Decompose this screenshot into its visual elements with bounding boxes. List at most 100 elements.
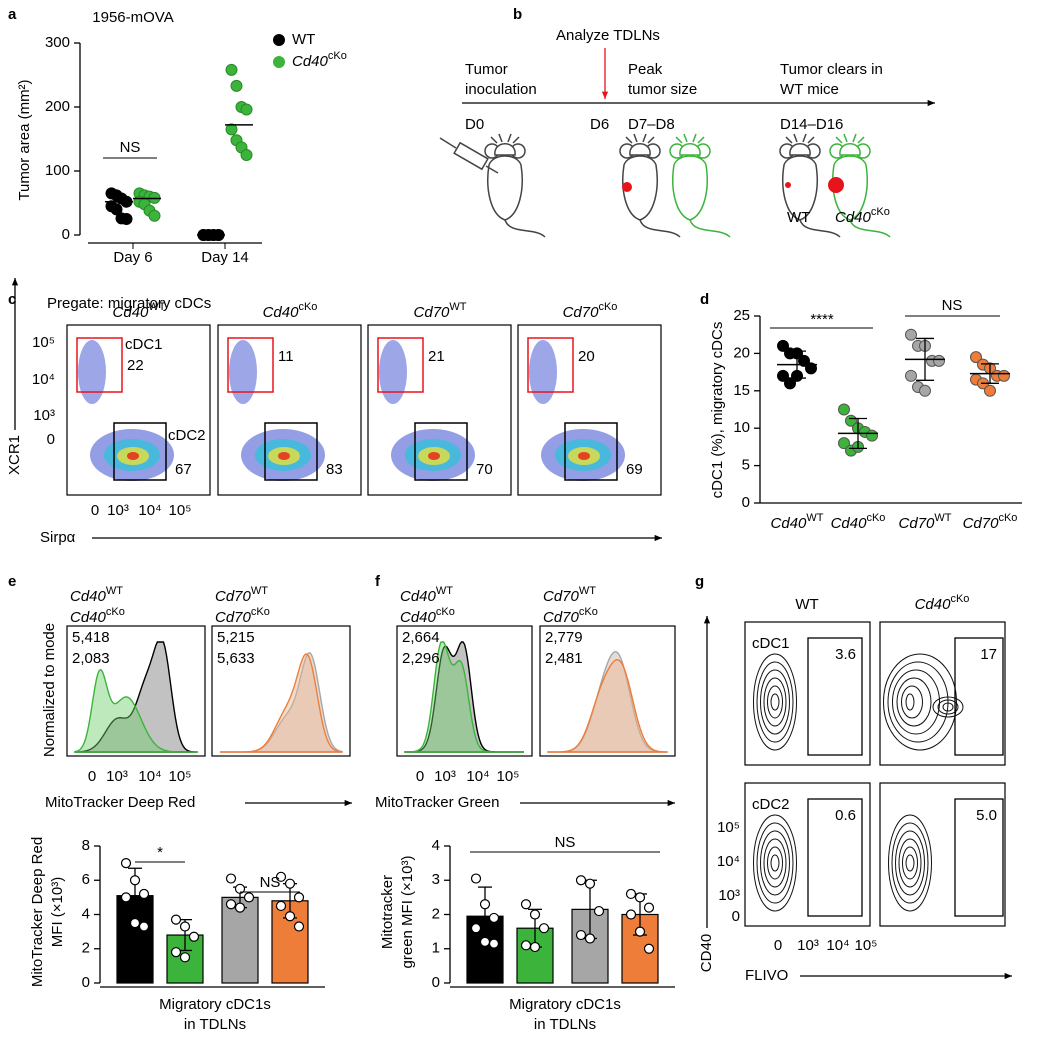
plot-title-gene: Cd40 bbox=[263, 304, 300, 321]
data-point bbox=[643, 943, 655, 954]
y-tick-label: 4 bbox=[82, 905, 90, 922]
data-point bbox=[179, 952, 191, 963]
panel-letter: g bbox=[695, 573, 704, 590]
y-tick-label: 10³ bbox=[718, 887, 740, 904]
gate-value: 69 bbox=[626, 461, 643, 478]
y-tick-label: 2 bbox=[432, 905, 440, 922]
timeline-event: Tumor clears in bbox=[780, 61, 883, 78]
density-blob bbox=[229, 340, 257, 404]
x-axis-label: Migratory cDC1s bbox=[159, 996, 271, 1013]
density-blob bbox=[529, 340, 557, 404]
x-axis-label: in TDLNs bbox=[184, 1016, 246, 1033]
legend-label: Cd40WT bbox=[400, 585, 453, 605]
data-point bbox=[293, 892, 305, 903]
data-point bbox=[275, 871, 287, 882]
x-tick-label: 0 bbox=[88, 768, 96, 785]
x-tick-label: Day 14 bbox=[201, 249, 249, 266]
legend-label-sup: WT bbox=[579, 585, 596, 597]
column-title: Cd40cKo bbox=[915, 593, 970, 613]
panel-letter: c bbox=[8, 291, 16, 308]
data-point bbox=[240, 103, 253, 116]
gate-value: 20 bbox=[578, 348, 595, 365]
plot-title-sup: cKo bbox=[298, 301, 317, 313]
data-point bbox=[243, 892, 255, 903]
legend-label: Cd40WT bbox=[70, 585, 123, 605]
x-tick-label: 10⁴ bbox=[826, 937, 849, 954]
data-point bbox=[575, 875, 587, 886]
x-tick-label-sup: WT bbox=[806, 512, 823, 524]
data-point bbox=[230, 79, 243, 92]
data-point bbox=[234, 883, 246, 894]
legend-label-sup: WT bbox=[106, 585, 123, 597]
y-tick-label: 6 bbox=[82, 871, 90, 888]
timeline-legend-sup: cKo bbox=[871, 206, 890, 218]
x-tick-label: 10⁴ bbox=[138, 768, 161, 785]
x-tick-label: 10⁵ bbox=[497, 768, 520, 785]
contour bbox=[905, 693, 915, 711]
x-axis-label: Migratory cDC1s bbox=[509, 996, 621, 1013]
arrow-head bbox=[1004, 972, 1012, 980]
arrow-head bbox=[703, 616, 711, 624]
contour bbox=[895, 830, 925, 896]
contour bbox=[902, 846, 918, 880]
arrow-head bbox=[11, 278, 19, 286]
data-point bbox=[970, 351, 982, 364]
contour bbox=[887, 661, 949, 743]
x-tick-label: 10⁵ bbox=[855, 937, 878, 954]
data-point bbox=[470, 873, 482, 884]
plot-frame bbox=[539, 625, 676, 757]
y-tick-label: 10⁴ bbox=[717, 853, 740, 870]
data-point bbox=[120, 892, 132, 903]
data-point bbox=[120, 213, 133, 225]
gate bbox=[113, 422, 167, 481]
timeline-legend-gene: Cd40 bbox=[835, 209, 872, 226]
plot-title-sup: cKo bbox=[598, 301, 617, 313]
y-tick-label: 10⁴ bbox=[32, 371, 55, 388]
data-point bbox=[625, 909, 637, 920]
density-blob bbox=[78, 340, 106, 404]
data-point bbox=[225, 873, 237, 884]
data-point bbox=[575, 929, 587, 941]
arrow-head bbox=[654, 534, 662, 542]
y-tick-label: 10⁵ bbox=[717, 819, 740, 836]
y-tick-label: 2 bbox=[82, 940, 90, 957]
legend-label-gene: Cd40 bbox=[292, 53, 329, 70]
legend-label-gene: Cd70 bbox=[215, 588, 252, 605]
data-point bbox=[866, 429, 878, 442]
legend-marker bbox=[273, 56, 285, 68]
data-point bbox=[284, 911, 296, 922]
y-tick-label: 300 bbox=[45, 34, 70, 51]
y-tick-label: 0 bbox=[742, 494, 750, 511]
y-tick-label: 0 bbox=[82, 974, 90, 991]
plot-frame bbox=[396, 625, 533, 757]
y-axis-label: CD40 bbox=[698, 934, 715, 972]
x-tick-label: 0 bbox=[91, 502, 99, 519]
plot-frame bbox=[66, 625, 206, 757]
x-tick-label: 10³ bbox=[434, 768, 456, 785]
y-tick-label: 10 bbox=[733, 419, 750, 436]
data-point bbox=[188, 931, 200, 942]
x-tick-label: 10³ bbox=[797, 937, 819, 954]
data-point bbox=[170, 947, 182, 958]
arrow-head bbox=[667, 799, 675, 807]
plot-title-gene: Cd70 bbox=[563, 304, 600, 321]
mfi-value: 2,083 bbox=[72, 650, 110, 667]
gate bbox=[377, 337, 424, 393]
x-axis-label: MitoTracker Deep Red bbox=[45, 794, 195, 811]
contour bbox=[756, 661, 794, 743]
legend-label-sup: cKo bbox=[579, 606, 598, 618]
y-tick-label: 10⁵ bbox=[32, 334, 55, 351]
data-point bbox=[225, 63, 238, 76]
gate-label: cDC1 bbox=[125, 336, 163, 353]
gate bbox=[527, 337, 574, 393]
timeline-day: D14–D16 bbox=[780, 116, 843, 133]
y-tick-label: 1 bbox=[432, 940, 440, 957]
contour bbox=[767, 685, 783, 719]
contour bbox=[901, 685, 923, 719]
tumor bbox=[828, 177, 844, 193]
legend-label-gene: Cd40 bbox=[70, 609, 107, 626]
column-title-sup: cKo bbox=[950, 593, 969, 605]
panel-letter: d bbox=[700, 291, 709, 308]
data-point bbox=[838, 437, 850, 450]
legend-label: Cd70WT bbox=[543, 585, 596, 605]
